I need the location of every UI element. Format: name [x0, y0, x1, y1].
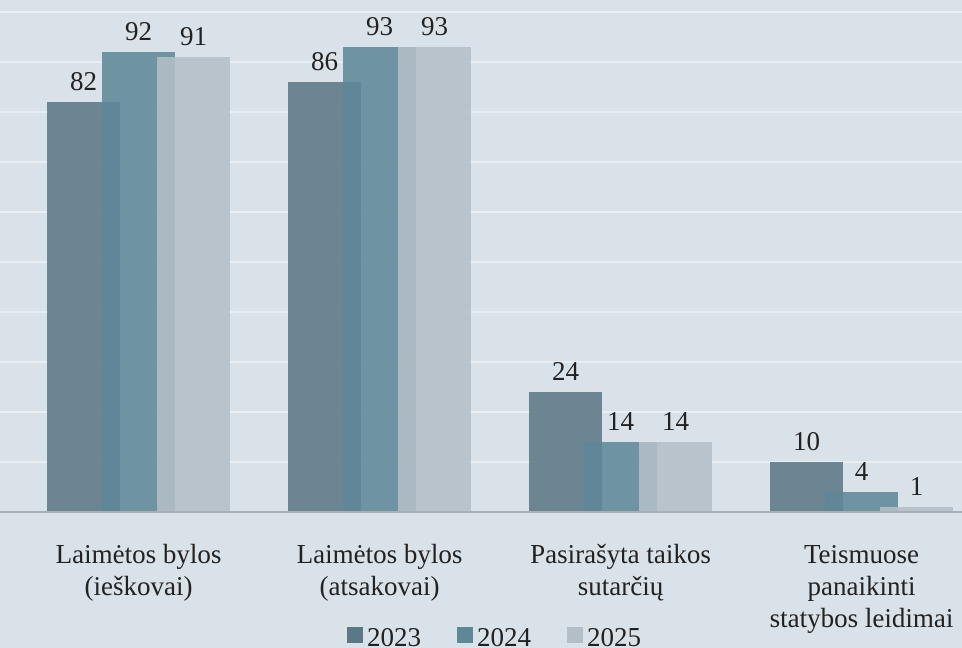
value-label: 4: [855, 456, 869, 486]
value-label: 24: [552, 356, 580, 386]
value-label: 14: [662, 406, 690, 436]
bar: [398, 47, 471, 512]
legend-swatch: [347, 627, 363, 643]
bar: [880, 507, 953, 512]
x-tick-label: Laimėtos bylos (ieškovai): [55, 539, 222, 601]
value-label: 91: [180, 21, 207, 51]
legend-swatch: [457, 627, 473, 643]
bar: [825, 492, 898, 512]
bar: [157, 57, 230, 512]
x-tick-label: Pasirašyta taikos sutarčių: [530, 539, 711, 601]
value-label: 82: [70, 66, 97, 96]
x-tick-label: Teismuose panaikinti statybos leidimai: [769, 539, 954, 633]
value-label: 1: [910, 471, 924, 501]
value-label: 92: [125, 16, 152, 46]
legend-label: 2024: [477, 622, 532, 648]
bar: [639, 442, 712, 512]
legend-label: 2025: [587, 622, 641, 648]
x-tick-label: Laimėtos bylos (atsakovai): [296, 539, 463, 601]
value-label: 93: [421, 11, 448, 41]
value-label: 86: [311, 46, 338, 76]
legend-label: 2023: [367, 622, 421, 648]
legend-swatch: [567, 627, 583, 643]
value-label: 14: [607, 406, 635, 436]
value-label: 10: [793, 426, 820, 456]
value-label: 93: [366, 11, 393, 41]
